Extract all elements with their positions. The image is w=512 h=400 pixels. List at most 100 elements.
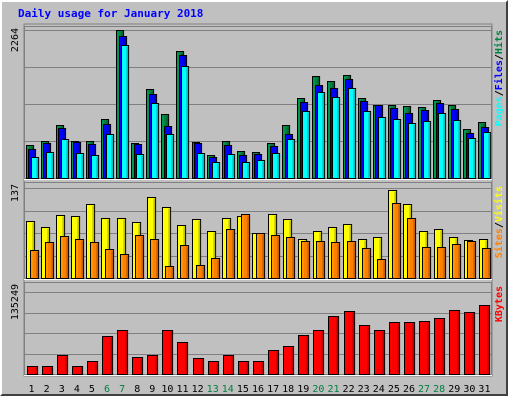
panel-3-kbytes-bar-9 — [147, 355, 159, 375]
panel-2-sites-bar-18-fill — [286, 237, 296, 279]
panel-3-kbytes-bar-10-fill — [162, 330, 174, 375]
panel-3-ymax-label: 135249 — [10, 284, 21, 320]
panel-3-kbytes-bar-30-fill — [464, 312, 476, 375]
panel-2-sites-bar-5 — [90, 242, 100, 279]
panel-3-kbytes-bar-4 — [72, 366, 84, 375]
panel-1-pages-bar-18-fill — [287, 139, 296, 179]
panel-2-sites-bar-6 — [105, 249, 115, 279]
panel-2-legend-item-1: Sites — [493, 228, 505, 258]
panel-2-sites-bar-6-fill — [105, 249, 115, 279]
panel-1-pages-bar-31 — [483, 132, 492, 179]
x-tick-label-19: 19 — [297, 384, 309, 395]
x-tick-label-6: 6 — [104, 384, 110, 395]
panel-1-pages-bar-11-fill — [181, 66, 190, 179]
panel-1-legend-item-2: / — [494, 90, 505, 96]
panel-3-kbytes-bar-10 — [162, 330, 174, 375]
panel-3-kbytes-bar-21 — [328, 316, 340, 375]
panel-2-sites-bar-25 — [392, 203, 402, 279]
panel-3-kbytes-bar-7-fill — [117, 330, 129, 375]
panel-3-kbytes-bar-22 — [344, 311, 356, 375]
panel-1-pages-bar-11 — [181, 66, 190, 179]
panel-2-sites-bar-20-fill — [316, 241, 326, 279]
panel-3-kbytes-bar-1-fill — [27, 366, 39, 375]
panel-1-legend: Pages/Files/Hits — [493, 30, 505, 126]
panel-3-kbytes-bar-7 — [117, 330, 129, 375]
panel-3-kbytes-bar-24-fill — [374, 330, 386, 375]
x-tick-label-9: 9 — [149, 384, 155, 395]
panel-2-sites-bar-10-fill — [165, 266, 175, 279]
panel-2-sites-bar-25-fill — [392, 203, 402, 279]
panel-2-sites-bar-12 — [196, 265, 206, 279]
panel-1-pages-bar-4 — [76, 153, 85, 179]
panel-2-sites-bar-14-fill — [226, 229, 236, 279]
panel-3-kbytes-bar-6-fill — [102, 336, 114, 375]
x-tick-label-5: 5 — [89, 384, 95, 395]
panel-1-legend-item-3: Files — [493, 60, 505, 90]
panel-2-sites-bar-22 — [347, 241, 357, 279]
panel-3-kbytes-bar-11 — [177, 342, 189, 375]
panel-1-pages-bar-14 — [227, 154, 236, 179]
panel-2-legend: Sites/Visits — [493, 186, 505, 258]
panel-2-sites-bar-7 — [120, 254, 130, 279]
panel-2-sites-bar-20 — [316, 241, 326, 279]
panel-3-kbytes-bar-5-fill — [87, 361, 99, 375]
panel-3-kbytes-bar-12 — [193, 358, 205, 375]
panel-2-sites-bar-23-fill — [362, 248, 372, 279]
panel-2-sites-bar-10 — [165, 266, 175, 279]
panel-1-legend-item-1: Pages — [494, 96, 505, 126]
panel-1-pages-bar-17-fill — [272, 153, 281, 179]
panel-2-sites-bar-16 — [256, 233, 266, 279]
panel-2-sites-bar-4-fill — [75, 239, 85, 279]
panel-2-legend-item-3: Visits — [493, 186, 505, 222]
panel-3-kbytes-bar-22-fill — [344, 311, 356, 375]
panel-2-ymax-label: 137 — [10, 184, 21, 202]
panel-3-kbytes-bar-18-fill — [283, 346, 295, 375]
panel-2-sites-bar-11 — [180, 245, 190, 279]
panel-1-pages-bar-2-fill — [46, 152, 55, 179]
panel-1-pages-bar-10-fill — [166, 134, 175, 179]
panel-3-kbytes-bar-6 — [102, 336, 114, 375]
x-tick-label-18: 18 — [282, 384, 294, 395]
panel-2-legend-item-2: / — [494, 222, 505, 228]
panel-1-pages-bar-16 — [257, 160, 266, 179]
panel-2-sites-bar-22-fill — [347, 241, 357, 279]
x-tick-label-8: 8 — [134, 384, 140, 395]
panel-2-sites-bar-7-fill — [120, 254, 130, 279]
panel-2-sites-bar-12-fill — [196, 265, 206, 279]
panel-3-kbytes-bar-4-fill — [72, 366, 84, 375]
panel-1-pages-bar-26 — [408, 123, 417, 179]
panel-1-pages-bar-28-fill — [438, 113, 447, 179]
panel-2-sites-bar-13-fill — [211, 258, 221, 279]
x-tick-label-11: 11 — [176, 384, 188, 395]
x-tick-label-3: 3 — [59, 384, 65, 395]
panel-3-kbytes-bar-14-fill — [223, 355, 235, 375]
x-tick-label-1: 1 — [29, 384, 35, 395]
panel-1-pages-bar-23-fill — [363, 111, 372, 179]
panel-1-pages-bar-12 — [197, 153, 206, 179]
x-tick-label-21: 21 — [327, 384, 339, 395]
panel-2-sites-bar-2 — [45, 242, 55, 279]
panel-2-sites-bar-29-fill — [452, 244, 462, 279]
x-tick-label-29: 29 — [448, 384, 460, 395]
panel-2-sites-bar-26-fill — [407, 218, 417, 279]
x-tick-label-25: 25 — [388, 384, 400, 395]
panel-1-pages-bar-16-fill — [257, 160, 266, 179]
panel-3-kbytes-bar-8-fill — [132, 357, 144, 375]
panel-3-kbytes-bar-2 — [42, 366, 54, 375]
panel-1-pages-bar-28 — [438, 113, 447, 179]
panel-3-kbytes-bar-12-fill — [193, 358, 205, 375]
panel-1-pages-bar-12-fill — [197, 153, 206, 179]
panel-2-sites-bar-24-fill — [377, 259, 387, 279]
panel-3-kbytes-bar-25 — [389, 322, 401, 375]
panel-3-kbytes-bar-1 — [27, 366, 39, 375]
panel-1-pages-bar-19-fill — [302, 111, 311, 179]
panel-3-kbytes-bar-11-fill — [177, 342, 189, 375]
panel-1-pages-bar-22 — [348, 88, 357, 179]
panel-3-kbytes-bar-20 — [313, 330, 325, 375]
panel-3-kbytes-bar-14 — [223, 355, 235, 375]
x-tick-label-7: 7 — [119, 384, 125, 395]
panel-2-sites-bar-30-fill — [467, 241, 477, 279]
x-tick-label-12: 12 — [192, 384, 204, 395]
x-tick-label-13: 13 — [207, 384, 219, 395]
panel-2-sites-bar-31 — [482, 248, 492, 279]
